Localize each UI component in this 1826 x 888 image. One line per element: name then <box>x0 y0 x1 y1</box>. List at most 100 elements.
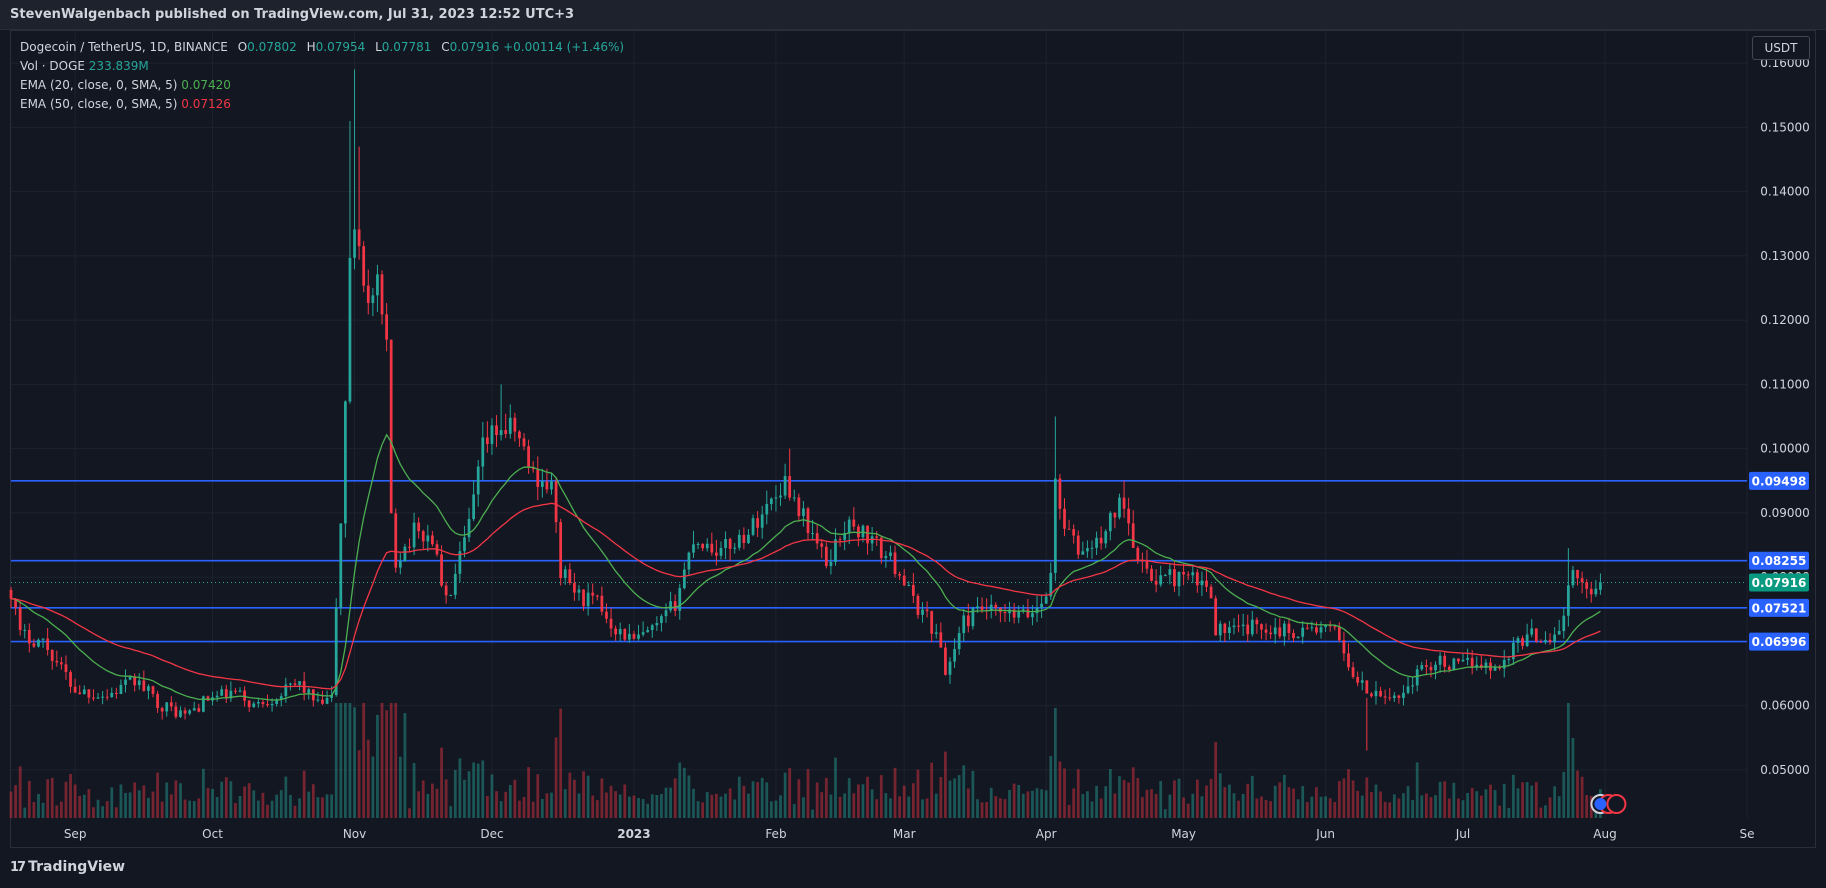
volume-bar <box>586 775 590 818</box>
volume-bar <box>540 799 544 818</box>
volume-value: 233.839M <box>88 59 149 73</box>
volume-bar <box>353 707 356 818</box>
volume-bar <box>165 782 169 818</box>
volume-bar <box>911 783 915 818</box>
candle-body <box>279 696 283 700</box>
volume-bar <box>1466 792 1469 818</box>
volume-bar <box>1553 786 1556 818</box>
volume-bar <box>403 713 407 818</box>
candle-body <box>1250 619 1254 635</box>
volume-bar <box>426 793 430 818</box>
volume-bar <box>1076 769 1080 818</box>
candle-body <box>518 431 521 439</box>
candle-body <box>298 681 301 685</box>
volume-bar <box>976 799 979 818</box>
candle-body <box>1040 603 1043 608</box>
volume-bar <box>811 809 814 818</box>
volume-row[interactable]: Vol · DOGE 233.839M <box>20 57 624 76</box>
candle-body <box>55 660 59 663</box>
time-tick-label: May <box>1171 827 1196 841</box>
volume-bar <box>1241 794 1245 818</box>
volume-bar <box>174 780 178 818</box>
candle-body <box>1534 628 1538 642</box>
candle-body <box>1402 692 1405 698</box>
time-tick-label: Nov <box>343 827 366 841</box>
candle-body <box>440 554 443 586</box>
volume-bar <box>1003 799 1007 818</box>
currency-button[interactable]: USDT <box>1752 36 1810 60</box>
ema50-row[interactable]: EMA (50, close, 0, SMA, 5) 0.07126 <box>20 95 624 114</box>
candle-body <box>1264 629 1268 633</box>
tradingview-logo[interactable]: 17 TradingView <box>10 859 125 875</box>
candle-body <box>1200 580 1204 586</box>
volume-bar <box>504 791 508 818</box>
candle-body <box>1566 585 1570 616</box>
volume-bar <box>1310 796 1314 818</box>
candle-body <box>902 575 906 586</box>
volume-bar <box>1021 793 1025 818</box>
candle-body <box>563 569 567 578</box>
candle-body <box>119 684 123 695</box>
candles <box>9 69 1602 751</box>
price-tick-label: 0.15000 <box>1760 120 1810 134</box>
candle-body <box>948 661 952 675</box>
ema20-row[interactable]: EMA (20, close, 0, SMA, 5) 0.07420 <box>20 76 624 95</box>
hline-price-tag-label: 0.06996 <box>1752 635 1807 649</box>
candle-body <box>944 647 947 675</box>
candle-body <box>275 699 279 704</box>
volume-bar <box>829 794 833 818</box>
candle-body <box>1122 497 1126 509</box>
volume-bar <box>1017 784 1021 818</box>
candle-body <box>1113 512 1117 518</box>
close-value: 0.07916 <box>449 40 500 54</box>
candle-body <box>1246 624 1250 635</box>
candle-body <box>96 697 100 699</box>
candle-body <box>531 467 535 470</box>
event-flags <box>1590 794 1627 814</box>
volume-bars <box>9 703 1602 818</box>
volume-bar <box>32 802 36 818</box>
volume-bar <box>1534 782 1538 818</box>
candle-body <box>165 702 169 712</box>
candle-body <box>573 582 576 593</box>
volume-bar <box>1507 808 1511 818</box>
volume-bar <box>105 801 109 818</box>
volume-bar <box>1104 786 1108 818</box>
volume-bar <box>1438 781 1442 818</box>
volume-bar <box>18 766 22 818</box>
symbol-title[interactable]: Dogecoin / TetherUS, 1D, BINANCE <box>20 40 228 54</box>
volume-bar <box>747 793 750 818</box>
candle-body <box>321 699 324 704</box>
volume-bar <box>421 780 425 818</box>
volume-bar <box>325 794 329 818</box>
candle-body <box>1429 666 1433 671</box>
volume-bar <box>1191 793 1195 818</box>
volume-bar <box>408 808 411 818</box>
volume-bar <box>673 778 677 818</box>
volume-bar <box>23 807 27 818</box>
volume-bar <box>339 703 343 818</box>
volume-bar <box>96 799 100 818</box>
chart-frame <box>10 30 1816 848</box>
volume-bar <box>1434 795 1437 818</box>
candle-body <box>458 551 462 574</box>
candle-body <box>1557 630 1561 635</box>
candle-body <box>417 522 421 532</box>
volume-bar <box>1026 791 1030 818</box>
volume-bar <box>715 793 718 818</box>
volume-bar <box>627 796 631 818</box>
candle-body <box>463 537 466 552</box>
volume-bar <box>188 800 192 818</box>
volume-label: Vol · DOGE <box>20 59 85 73</box>
candle-body <box>1296 636 1300 639</box>
volume-bar <box>1067 804 1071 818</box>
candle-body <box>46 638 50 650</box>
volume-bar <box>1452 782 1456 818</box>
volume-bar <box>362 703 366 818</box>
volume-bar <box>953 778 956 818</box>
candle-body <box>78 692 82 695</box>
candle-body <box>609 618 613 629</box>
candle-body <box>1035 607 1039 614</box>
volume-bar <box>1571 738 1575 818</box>
